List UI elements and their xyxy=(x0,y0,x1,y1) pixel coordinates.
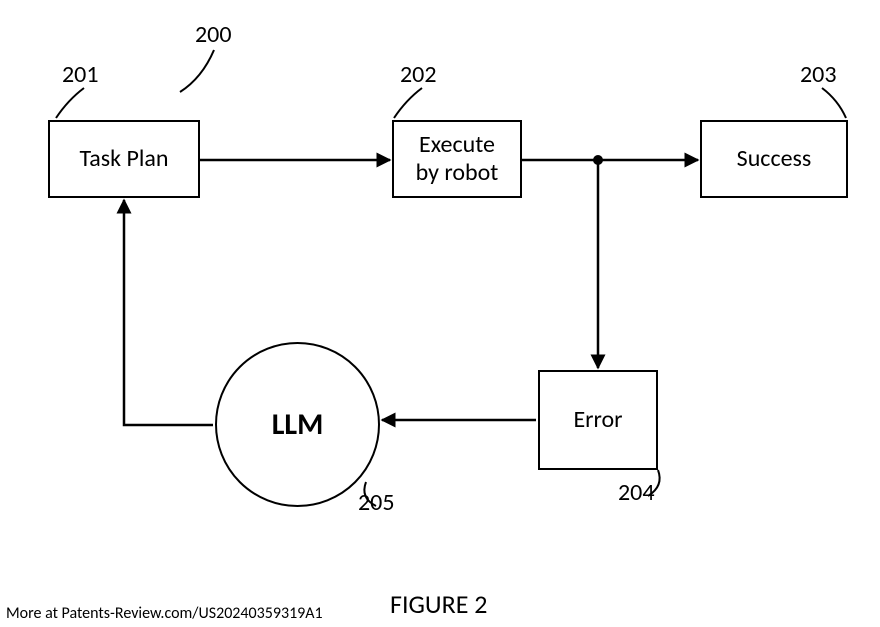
edge-llm-taskplan xyxy=(124,200,213,425)
node-execute: Execute by robot xyxy=(392,120,522,198)
leadline-200 xyxy=(180,50,214,92)
node-llm: LLM xyxy=(215,342,380,507)
node-llm-label: LLM xyxy=(272,406,324,443)
junction-dot xyxy=(593,155,603,165)
node-error-label: Error xyxy=(573,406,622,434)
leadline-203 xyxy=(822,88,846,118)
node-success: Success xyxy=(700,120,848,198)
node-task-plan-label: Task Plan xyxy=(79,145,168,173)
node-success-label: Success xyxy=(737,145,812,173)
figure-caption: FIGURE 2 xyxy=(390,588,487,620)
node-execute-label: Execute by robot xyxy=(416,131,499,186)
ref-200: 200 xyxy=(195,20,232,49)
ref-205: 205 xyxy=(358,488,395,517)
ref-203: 203 xyxy=(800,60,837,89)
footer-text: More at Patents-Review.com/US20240359319… xyxy=(6,604,323,623)
leadline-201 xyxy=(56,88,84,118)
ref-204: 204 xyxy=(618,478,655,507)
diagram-edges xyxy=(0,0,880,627)
node-task-plan: Task Plan xyxy=(48,120,200,198)
ref-201: 201 xyxy=(62,60,99,89)
ref-202: 202 xyxy=(400,60,437,89)
node-error: Error xyxy=(538,370,658,470)
leadline-202 xyxy=(394,88,422,118)
